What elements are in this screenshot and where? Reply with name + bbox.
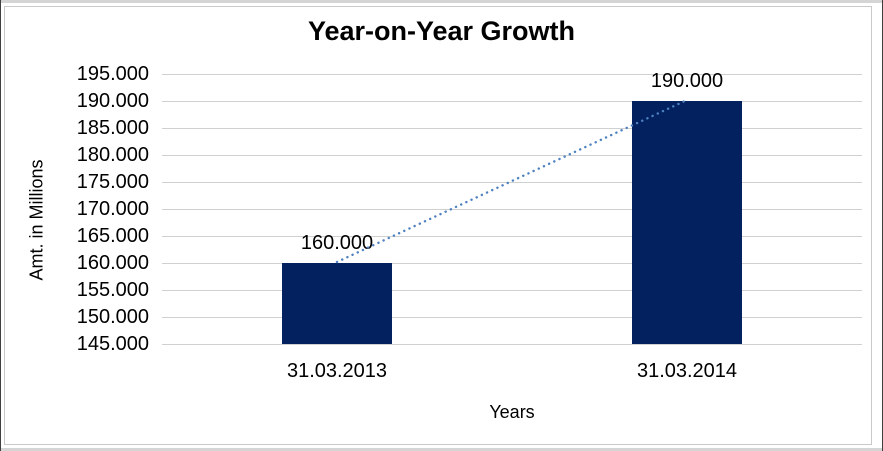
frame-edge-top	[1, 0, 882, 3]
chart-area-border	[4, 6, 872, 445]
y-axis-tick-label: 195.000	[76, 63, 149, 85]
gridline	[162, 343, 862, 345]
data-label: 190.000	[650, 70, 724, 92]
bar	[282, 263, 392, 344]
gridline	[162, 73, 862, 75]
y-axis-tick-label: 185.000	[76, 117, 149, 139]
gridline	[162, 127, 862, 129]
trendline	[335, 98, 689, 264]
gridline	[162, 235, 862, 237]
data-label: 160.000	[300, 232, 374, 254]
x-axis-category-label: 31.03.2014	[636, 360, 738, 382]
y-axis-tick-label: 175.000	[76, 171, 149, 193]
y-axis-tick-label: 170.000	[76, 198, 149, 220]
gridline	[162, 100, 862, 102]
chart-title: Year-on-Year Growth	[307, 16, 576, 46]
bar	[632, 101, 742, 344]
y-axis-tick-label: 165.000	[76, 225, 149, 247]
x-axis-category-label: 31.03.2013	[286, 360, 388, 382]
y-axis-tick-label: 190.000	[76, 90, 149, 112]
y-axis-tick-label: 180.000	[76, 144, 149, 166]
gridline	[162, 289, 862, 291]
x-axis-title: Years	[489, 402, 535, 422]
gridline	[162, 208, 862, 210]
gridline	[162, 181, 862, 183]
y-axis-tick-label: 150.000	[76, 306, 149, 328]
y-axis-tick-label: 145.000	[76, 333, 149, 355]
gridline	[162, 262, 862, 264]
frame-edge-bottom	[1, 448, 882, 451]
gridline	[162, 316, 862, 318]
y-axis-tick-label: 155.000	[76, 279, 149, 301]
y-axis-tick-label: 160.000	[76, 252, 149, 274]
gridline	[162, 154, 862, 156]
